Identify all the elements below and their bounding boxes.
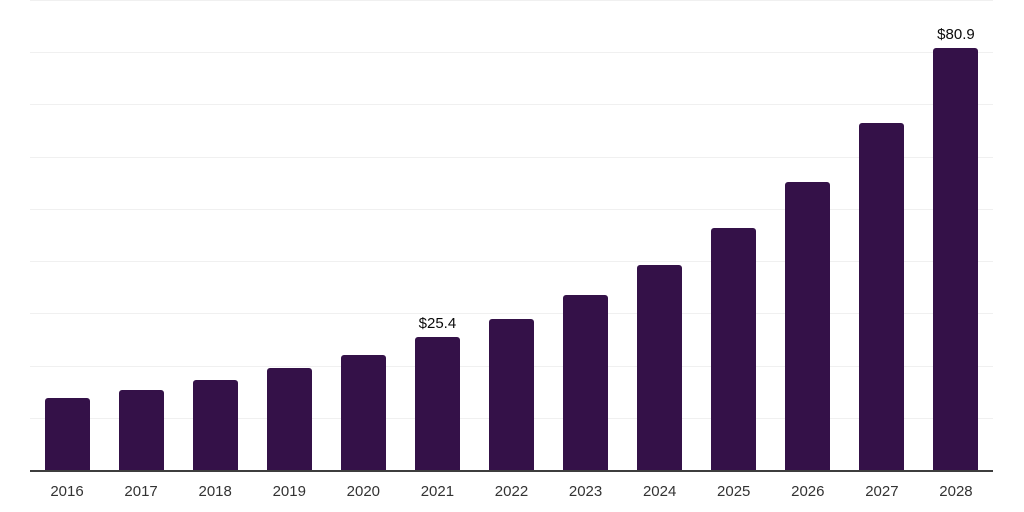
x-tick-label-2023: 2023 (568, 483, 603, 500)
x-tick-label-2025: 2025 (717, 483, 751, 500)
bar-value-label-2028: $80.9 (937, 25, 975, 43)
bar-2025 (711, 227, 757, 470)
x-tick-label-2028: 2028 (939, 483, 973, 500)
x-tick-label-2026: 2026 (791, 483, 825, 500)
bar-2016 (44, 398, 90, 470)
gridline (30, 104, 993, 106)
bar-2026 (785, 182, 831, 470)
x-tick-label-2020: 2020 (346, 483, 381, 500)
gridline (30, 208, 993, 210)
x-tick-label-2022: 2022 (494, 483, 529, 500)
gridline (30, 156, 993, 158)
bar-2028 (933, 47, 979, 470)
bar-2019 (266, 368, 312, 470)
x-tick-label-2018: 2018 (198, 483, 232, 500)
gridline (30, 261, 993, 263)
bar-2023 (563, 295, 609, 470)
x-tick-label-2017: 2017 (124, 483, 158, 500)
x-tick-label-2016: 2016 (50, 483, 84, 500)
bar-2022 (489, 319, 534, 470)
x-tick-label-2027: 2027 (865, 483, 899, 500)
x-tick-label-2019: 2019 (272, 483, 306, 500)
x-tick-label-2024: 2024 (642, 483, 677, 500)
plot-area: $25.4 $80.9 (30, 0, 993, 470)
bar-2027 (859, 123, 905, 470)
bar-2018 (192, 380, 238, 470)
bar-2020 (340, 354, 386, 470)
bar-2021 (414, 337, 460, 470)
bar-value-label-2021: $25.4 (418, 315, 457, 333)
gridline (30, 313, 993, 315)
gridline (30, 0, 993, 1)
gridline (30, 52, 993, 54)
x-axis-line (30, 470, 993, 472)
bar-2017 (118, 390, 164, 470)
bar-2024 (637, 265, 683, 470)
x-tick-label-2021: 2021 (420, 483, 455, 500)
